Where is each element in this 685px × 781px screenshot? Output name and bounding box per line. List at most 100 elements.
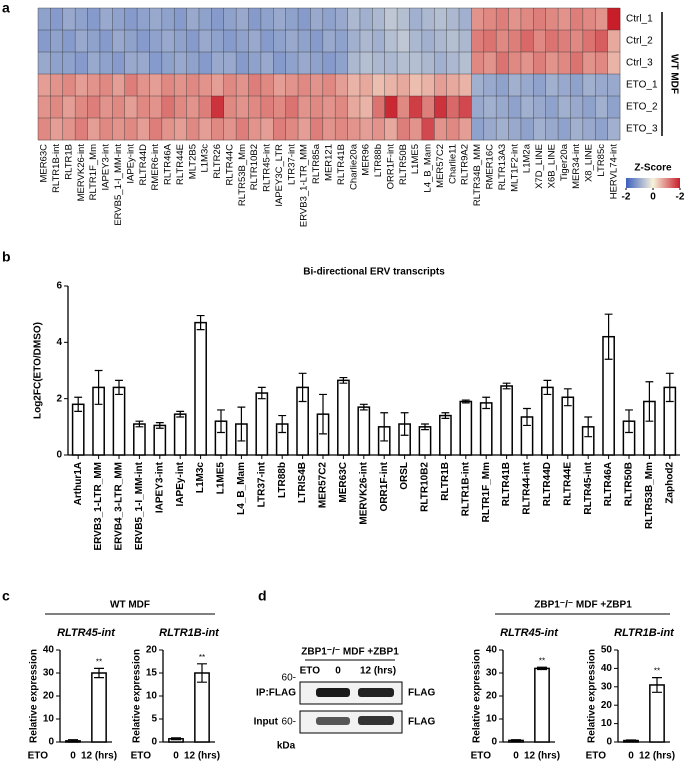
heatmap-cell: [186, 74, 200, 97]
heatmap-cell: [248, 118, 262, 141]
error-bar: [461, 399, 470, 404]
heatmap-cell: [335, 52, 348, 75]
heatmap-cell: [335, 118, 348, 141]
heatmap-cell: [533, 8, 547, 31]
column-label: RLTR1F_Mm: [88, 144, 99, 200]
heatmap-cell: [508, 8, 522, 31]
heatmap-cell: [211, 30, 225, 53]
blot-row-label: Input: [254, 717, 279, 728]
blot-band: [358, 688, 394, 697]
heatmap-cell: [483, 74, 497, 97]
heatmap-cell: [298, 118, 311, 141]
heatmap-cell: [285, 96, 299, 119]
heatmap-cell: [520, 74, 534, 97]
heatmap-cell: [384, 96, 398, 119]
column-label: RLTR34B_MM: [472, 144, 483, 206]
heatmap-cell: [421, 118, 435, 141]
significance: **: [96, 658, 102, 667]
heatmap-cell: [347, 96, 361, 119]
heatmap-cell: [87, 52, 101, 75]
column-label: LTR88b: [373, 144, 384, 177]
y-tick-label: 20: [146, 645, 158, 656]
heatmap-cell: [409, 8, 423, 31]
error-bar: [665, 372, 674, 403]
error-bar: [584, 416, 593, 438]
column-label: RLTR53B_Mm: [237, 144, 248, 206]
heatmap-cell: [99, 52, 113, 75]
heatmap-cell: [570, 8, 584, 31]
heatmap-cell: [310, 52, 324, 75]
x-tick-label: ERVB4_3-LTR_MM: [114, 462, 125, 551]
error-bar: [625, 409, 633, 434]
bar: [255, 392, 269, 456]
heatmap-cell: [50, 96, 64, 119]
row-label: ETO_1: [626, 80, 658, 91]
heatmap-cell: [87, 74, 101, 97]
heatmap-cell: [50, 52, 64, 75]
heatmap-cell: [607, 118, 621, 141]
error-bar: [278, 414, 287, 434]
heatmap-cell: [471, 8, 485, 31]
heatmap-cell: [260, 30, 274, 53]
x-tick-label: LTRIS4B: [297, 462, 308, 503]
column-label: MLT1F2-int: [509, 144, 520, 192]
heatmap-cell: [446, 52, 460, 75]
heatmap-cell: [397, 8, 410, 31]
column-label: IAPEy-int: [125, 144, 136, 184]
heatmap-cell: [545, 30, 559, 53]
heatmap-cell: [87, 96, 101, 119]
column-label: X6B_LINE: [546, 144, 557, 188]
column-label: RLTR45-int: [262, 144, 273, 192]
heatmap-cell: [459, 52, 472, 75]
heatmap-cell: [38, 74, 51, 97]
panel-label: a: [2, 0, 10, 16]
x-axis-label: ETO: [131, 751, 152, 762]
heatmap-cell: [211, 8, 225, 31]
heatmap-cell: [446, 96, 460, 119]
bar: [439, 414, 452, 456]
heatmap-cell: [421, 74, 435, 97]
heatmap-cell: [149, 118, 163, 141]
y-tick-label: 20: [486, 691, 498, 702]
x-tick-label: 12 (hrs): [524, 751, 560, 762]
heatmap-cell: [298, 30, 311, 53]
heatmap-cell: [112, 74, 125, 97]
column-label: MLT2B5: [187, 144, 198, 179]
heatmap-cell: [62, 30, 76, 53]
y-tick-label: 0: [48, 737, 54, 748]
y-axis-label: Log2FC(ETO/DMSO): [33, 322, 44, 419]
heatmap-cell: [397, 74, 410, 97]
column-label: RLTR44E: [175, 144, 186, 185]
column-label: IAPEY3C_LTR: [274, 144, 285, 207]
error-bar: [645, 381, 654, 422]
heatmap-cell: [359, 96, 373, 119]
column-label: RLTR13A3: [497, 144, 508, 190]
heatmap-cell: [223, 96, 237, 119]
x-tick-label: L4_B_Mam: [236, 462, 247, 515]
blot-band: [358, 716, 394, 725]
heatmap-cell: [236, 52, 249, 75]
column-label: RLTR41B: [336, 144, 347, 185]
heatmap-cell: [359, 52, 373, 75]
heatmap-cell: [520, 30, 534, 53]
heatmap-cell: [372, 30, 386, 53]
heatmap-cell: [50, 74, 64, 97]
y-tick-label: 10: [486, 714, 498, 725]
heatmap-cell: [137, 74, 150, 97]
heatmap-cell: [273, 30, 286, 53]
heatmap-cell: [459, 30, 472, 53]
heatmap-cell: [223, 74, 237, 97]
heatmap-cell: [87, 30, 101, 53]
heatmap-cell: [434, 74, 447, 97]
x-tick-label: L1M3c: [195, 462, 206, 494]
x-tick-label: IAPEY3-int: [154, 461, 165, 513]
heatmap-cell: [533, 118, 547, 141]
colorbar-tick-label: -2: [622, 192, 631, 203]
column-label: X8_LINE: [584, 144, 595, 182]
y-tick-label: 20: [601, 700, 613, 711]
panel-label: b: [2, 249, 11, 265]
heatmap-cell: [223, 30, 237, 53]
group-label: WT MDF: [668, 54, 679, 94]
x-tick-label: 0: [70, 751, 76, 762]
heatmap-cell: [236, 96, 249, 119]
